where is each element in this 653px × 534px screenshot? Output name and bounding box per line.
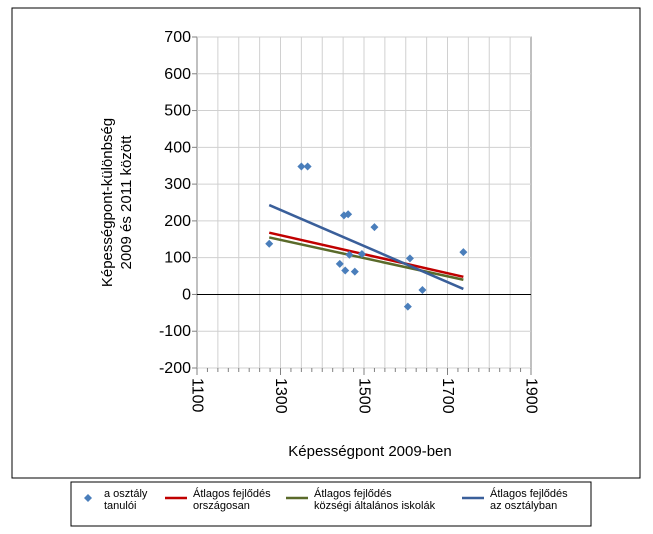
y-axis-title-line-2: 2009 és 2011 között [118, 135, 135, 270]
axes [192, 36, 532, 375]
data-point [345, 250, 354, 259]
trend-line-1 [268, 231, 464, 279]
legend-label-line-1: a osztály [104, 488, 148, 500]
y-tick-label: 400 [164, 139, 191, 156]
data-point [344, 210, 353, 219]
y-tick-label: 200 [164, 213, 191, 230]
legend-label-line-2: tanulói [104, 500, 136, 512]
data-point [357, 249, 366, 258]
legend-label-line-2: az osztályban [490, 500, 557, 512]
y-axis-title-line-1: Képességpont-különbség [99, 118, 116, 287]
data-point [405, 254, 414, 263]
axis-titles: Képességpont 2009-ben Képességpont-különb… [99, 118, 452, 460]
y-tick-label: 500 [164, 103, 191, 120]
legend-marker-points [84, 494, 92, 502]
data-point [350, 267, 359, 276]
data-point [418, 286, 427, 295]
y-tick-label: 100 [164, 250, 191, 267]
data-point [265, 239, 274, 248]
data-point [303, 162, 312, 171]
x-tick-label: 1900 [523, 378, 540, 414]
trend-line-3 [268, 203, 464, 291]
legend-box [70, 481, 592, 527]
data-point [370, 223, 379, 232]
legend-label-line-2: községi általános iskolák [314, 500, 436, 512]
data-point [403, 302, 412, 311]
x-axis-title: Képességpont 2009-ben [288, 443, 451, 460]
trend-line-2 [268, 236, 464, 281]
legend-label-line-2: országosan [193, 500, 250, 512]
y-tick-label: 700 [164, 29, 191, 46]
y-tick-label: -100 [159, 323, 191, 340]
chart-border [11, 7, 641, 479]
series-layer [265, 162, 468, 311]
legend-label-line-1: Átlagos fejlődés [193, 487, 271, 500]
data-point [459, 248, 468, 257]
data-point [297, 162, 306, 171]
y-tick-label: 0 [182, 286, 191, 303]
legend-label-line-1: Átlagos fejlődés [490, 487, 568, 500]
x-tick-label: 1500 [356, 378, 373, 414]
x-tick-label: 1100 [189, 378, 206, 413]
legend-label-line-1: Átlagos fejlődés [314, 487, 392, 500]
y-tick-label: 600 [164, 66, 191, 83]
x-tick-label: 1700 [439, 378, 456, 414]
data-point [341, 266, 350, 275]
data-point [335, 259, 344, 268]
gridlines [196, 36, 532, 369]
y-tick-label: 300 [164, 176, 191, 193]
x-tick-label: 1300 [272, 378, 289, 414]
tick-labels: -200 -100 0 100 200 300 400 500 600 700 1100 1300 15… [159, 29, 540, 414]
y-tick-label: -200 [159, 360, 191, 377]
